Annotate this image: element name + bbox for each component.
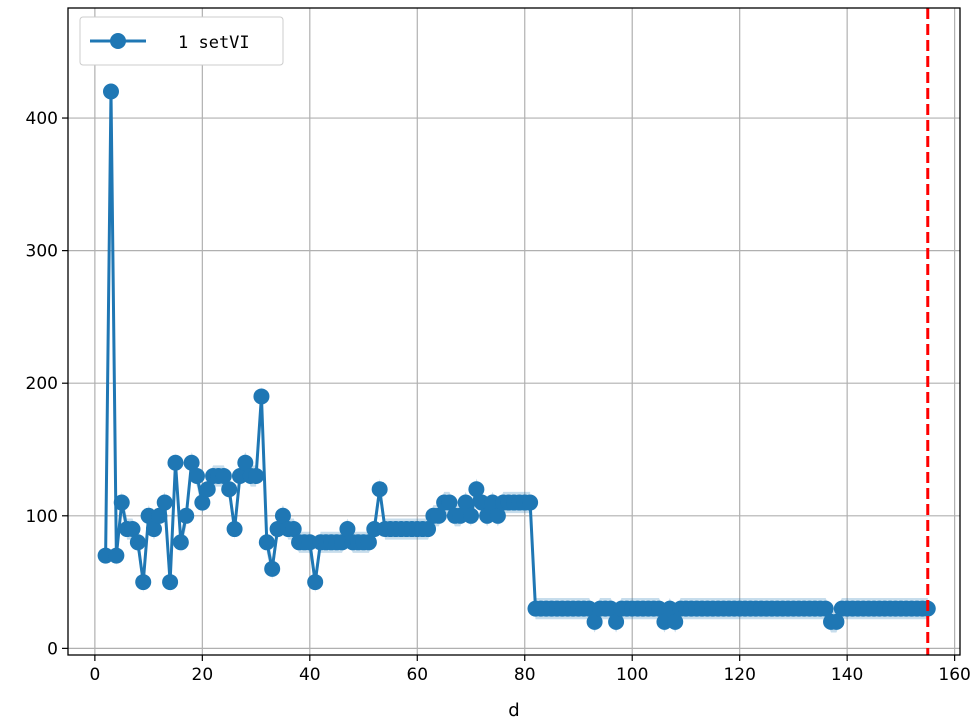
data-point xyxy=(828,613,845,630)
data-point xyxy=(264,560,281,577)
x-tick-label: 40 xyxy=(299,665,321,685)
data-point xyxy=(183,454,200,471)
data-point xyxy=(172,534,189,551)
series-band xyxy=(105,80,928,633)
data-point xyxy=(178,507,195,524)
data-point xyxy=(489,507,506,524)
data-point xyxy=(226,521,243,538)
series-layer xyxy=(97,83,936,630)
data-point xyxy=(156,494,173,511)
data-point xyxy=(608,613,625,630)
x-tick-label: 0 xyxy=(89,665,100,685)
data-point xyxy=(258,534,275,551)
confidence-band xyxy=(105,80,928,633)
data-point xyxy=(285,521,302,538)
x-tick-label: 140 xyxy=(831,665,863,685)
x-tick-label: 100 xyxy=(616,665,648,685)
data-point xyxy=(420,521,437,538)
y-tick-label: 100 xyxy=(26,507,58,527)
legend-entry: 1 setVI xyxy=(178,33,250,53)
data-point xyxy=(457,494,474,511)
data-point xyxy=(307,574,324,591)
data-point xyxy=(430,507,447,524)
legend-box xyxy=(79,16,284,66)
axis-ticks: 0 20 40 60 80 100 120 140 160 0 100 200 300 400 xyxy=(26,109,971,685)
x-tick-label: 60 xyxy=(406,665,428,685)
data-point xyxy=(817,600,834,617)
data-point xyxy=(371,481,388,498)
y-tick-label: 400 xyxy=(26,109,58,129)
data-point xyxy=(113,494,130,511)
x-tick-label: 160 xyxy=(938,665,970,685)
plot-frame xyxy=(67,7,961,656)
y-tick-label: 300 xyxy=(26,242,58,262)
data-point xyxy=(522,494,539,511)
data-point xyxy=(135,574,152,591)
data-point xyxy=(274,507,291,524)
x-tick-label: 20 xyxy=(192,665,214,685)
legend-marker xyxy=(110,33,126,49)
x-axis-label: d xyxy=(508,700,519,721)
x-tick-label: 120 xyxy=(723,665,755,685)
data-point xyxy=(468,481,485,498)
data-point xyxy=(248,468,265,485)
data-point xyxy=(145,521,162,538)
legend: 1 setVI xyxy=(79,16,284,66)
data-point xyxy=(199,481,216,498)
data-point xyxy=(360,534,377,551)
y-tick-label: 0 xyxy=(47,639,58,659)
data-point xyxy=(667,613,684,630)
data-point xyxy=(221,481,238,498)
data-point xyxy=(463,507,480,524)
data-point xyxy=(339,521,356,538)
data-point xyxy=(124,521,141,538)
data-point xyxy=(167,454,184,471)
series-line xyxy=(104,90,928,624)
data-point xyxy=(102,83,119,100)
data-point xyxy=(188,468,205,485)
data-point xyxy=(194,494,211,511)
data-point xyxy=(151,507,168,524)
data-point xyxy=(108,547,125,564)
data-point xyxy=(162,574,179,591)
data-point xyxy=(441,494,458,511)
data-point xyxy=(129,534,146,551)
grid-lines xyxy=(68,8,960,655)
data-point xyxy=(215,468,232,485)
data-point xyxy=(237,454,254,471)
data-point xyxy=(253,388,270,405)
x-tick-label: 80 xyxy=(514,665,536,685)
y-tick-label: 200 xyxy=(26,374,58,394)
data-point xyxy=(586,613,603,630)
